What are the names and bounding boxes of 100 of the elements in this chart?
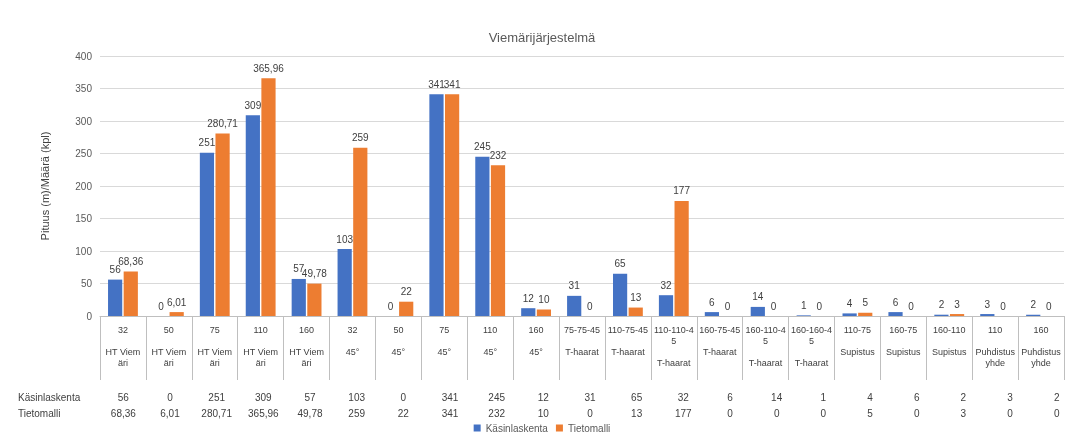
data-label: 0 (773, 407, 780, 419)
data-label: 22 (397, 407, 410, 419)
category-label: 75 45° (437, 324, 452, 357)
data-label: 10 (537, 407, 550, 419)
category-label: 160 45° (528, 324, 544, 357)
category-label: 160 HT Viemäri (289, 324, 324, 368)
legend-label: Tietomalli (567, 422, 611, 434)
bar (429, 94, 444, 316)
text: 0 (387, 300, 394, 312)
data-label: 65 (631, 391, 643, 403)
text: 0 (1000, 300, 1006, 312)
text: 3 (984, 298, 991, 310)
bar (199, 152, 215, 316)
bar (858, 312, 873, 316)
category-label: 75 HT Viemäri (197, 324, 233, 368)
category-label: 160 Puhdistusyhde (1021, 324, 1061, 368)
bar (399, 301, 414, 316)
text: 31 (568, 280, 580, 292)
category-label: 160-110-45 T-haarat (745, 324, 786, 368)
data-label: 2 (1053, 391, 1060, 403)
bar (337, 249, 352, 316)
text: 232 (489, 149, 507, 161)
data-label: 0 (587, 407, 594, 419)
bar (628, 307, 643, 316)
text: 280,71 (207, 118, 238, 130)
data-label: 12 (537, 391, 550, 403)
text: 245 (474, 141, 491, 153)
category-label: 110-110-45 T-haarat (653, 324, 694, 368)
bar (215, 133, 230, 316)
text: 4 (846, 297, 853, 309)
category-label: 160-160-45 T-haarat (791, 324, 833, 368)
data-label: 103 (348, 391, 366, 403)
category-label: 50 45° (391, 324, 406, 357)
data-label: 13 (631, 407, 643, 419)
text: 0 (816, 300, 823, 312)
text: 0 (158, 300, 164, 312)
data-label: 56 (117, 391, 130, 403)
category-label: 50 HT Viemäri (151, 324, 187, 368)
data-label: 5 (867, 407, 874, 419)
data-label: 0 (400, 391, 407, 403)
y-tick-label: 400 (75, 50, 93, 62)
data-label: 341 (441, 407, 459, 419)
data-label: 6 (913, 391, 920, 403)
y-tick-label: 250 (75, 148, 93, 159)
text: 56 (109, 264, 121, 276)
text: 6 (892, 296, 899, 308)
data-label: 0 (820, 407, 827, 419)
text: 0 (908, 300, 914, 312)
bar (612, 273, 628, 316)
category-label: 110-75 Supistus (840, 324, 875, 357)
bar (108, 279, 123, 316)
data-label: 31 (584, 391, 596, 403)
text: 65 (614, 258, 626, 270)
data-label: 251 (208, 391, 226, 403)
category-label: 75-75-45 T-haarat (563, 324, 601, 357)
text: 0 (1046, 300, 1052, 312)
bar (704, 312, 719, 316)
text: 0 (724, 300, 731, 312)
data-label: 57 (304, 391, 316, 403)
bar (521, 308, 536, 316)
data-label: 309 (254, 391, 273, 403)
text: 12 (522, 292, 534, 304)
text: 251 (198, 137, 216, 149)
y-tick-label: 0 (86, 310, 93, 322)
data-label: 6,01 (160, 407, 181, 419)
category-label: 110-75-45 T-haarat (607, 324, 649, 357)
text: 10 (538, 294, 550, 305)
text: 6,01 (166, 296, 187, 308)
bar (750, 306, 765, 316)
text: 14 (752, 291, 764, 303)
text: 259 (351, 132, 369, 144)
text: 365,96 (253, 62, 284, 74)
category-label: 110 45° (483, 324, 498, 357)
text: 0 (587, 300, 593, 312)
text: 22 (400, 286, 412, 298)
text: 13 (630, 292, 642, 304)
bar (307, 283, 322, 316)
data-label: 232 (488, 407, 506, 419)
y-tick-label: 200 (75, 180, 93, 192)
data-label: 0 (1053, 407, 1060, 419)
text: 177 (673, 185, 690, 197)
bar (261, 78, 276, 316)
y-tick-label: 300 (75, 115, 93, 127)
bar (245, 115, 260, 316)
text: 309 (244, 99, 262, 111)
y-axis-title: Pituus (m)/Määrä (kpl) (38, 131, 51, 241)
legend-label: Käsinlaskenta (485, 422, 549, 434)
category-label: 110 HT Viemäri (243, 324, 279, 368)
data-label: 1 (820, 391, 827, 403)
text: 341 (443, 78, 461, 90)
bar (475, 156, 490, 316)
text: 2 (1030, 299, 1037, 311)
category-label: 110 Puhdistusyhde (975, 324, 1015, 368)
data-label: 177 (674, 407, 693, 419)
data-label: 0 (1007, 407, 1014, 419)
bar (567, 295, 582, 316)
data-label: 0 (727, 407, 734, 419)
data-label: 0 (167, 391, 174, 403)
text: Käsinlaskenta (18, 391, 81, 403)
bar (536, 309, 552, 316)
